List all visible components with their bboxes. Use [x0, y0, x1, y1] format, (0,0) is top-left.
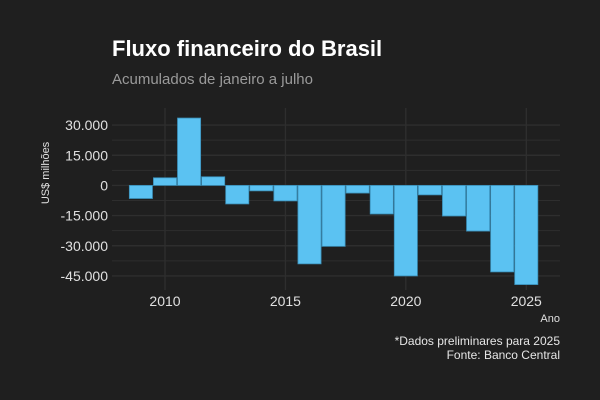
x-tick-label: 2020 — [390, 293, 421, 309]
bar-2016 — [297, 185, 322, 265]
y-tick-label: -45.000 — [61, 268, 109, 284]
bar-2015 — [273, 185, 298, 202]
bar-2018 — [345, 185, 370, 194]
chart-caption: *Dados preliminares para 2025 Fonte: Ban… — [395, 334, 560, 362]
y-tick-label: -30.000 — [61, 238, 109, 254]
x-axis-label: Ano — [540, 313, 560, 325]
x-tick-label: 2025 — [511, 293, 542, 309]
y-axis-label: US$ milhões — [40, 141, 52, 204]
chart-subtitle: Acumulados de janeiro a julho — [112, 71, 313, 88]
bar-2011 — [177, 117, 202, 186]
bar-2024 — [490, 185, 515, 273]
y-tick-label: -15.000 — [61, 208, 109, 224]
bar-2021 — [417, 185, 442, 196]
chart-title: Fluxo financeiro do Brasil — [112, 36, 383, 61]
caption-note: *Dados preliminares para 2025 — [394, 334, 560, 348]
caption-source: Fonte: Banco Central — [446, 348, 560, 362]
x-tick-label: 2010 — [149, 293, 180, 309]
y-tick-label: 30.000 — [65, 117, 108, 133]
x-tick-label: 2015 — [270, 293, 301, 309]
bar-2009 — [128, 185, 153, 199]
bar-2019 — [369, 185, 394, 215]
y-tick-label: 15.000 — [65, 147, 108, 163]
bar-2020 — [393, 185, 418, 277]
bar-2023 — [466, 185, 491, 232]
bar-2012 — [201, 176, 226, 186]
y-tick-label: 0 — [100, 177, 108, 193]
bar-2010 — [153, 177, 177, 186]
bar-2014 — [249, 185, 274, 192]
bar-2022 — [442, 185, 466, 217]
bar-2017 — [321, 185, 346, 247]
bar-2013 — [225, 185, 250, 205]
bar-2025 — [514, 185, 539, 285]
